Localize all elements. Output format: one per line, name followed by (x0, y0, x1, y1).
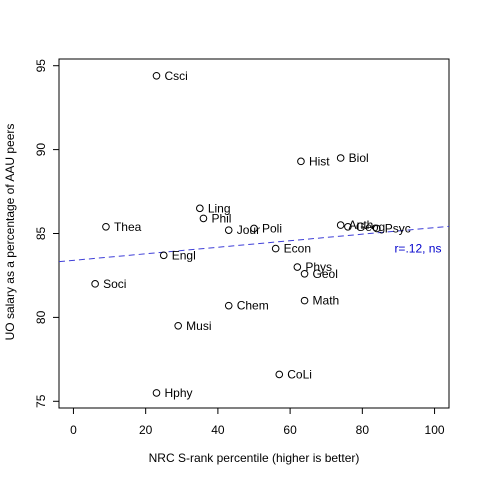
point-label: Hist (309, 154, 330, 168)
y-tick-label: 95 (34, 59, 48, 73)
point-label: Econ (284, 242, 311, 256)
trend-line-group (59, 225, 449, 263)
x-tick-label: 20 (139, 423, 153, 437)
point-label: Phys (305, 260, 332, 274)
data-point (271, 244, 280, 253)
point-label: Geol (313, 267, 338, 281)
data-point (293, 263, 302, 271)
x-tick-label: 60 (283, 423, 297, 437)
data-point (199, 214, 208, 223)
y-tick-label: 90 (34, 143, 48, 157)
point-label: Math (313, 294, 340, 308)
data-point (344, 222, 352, 231)
data-point (300, 269, 309, 278)
data-point (152, 389, 161, 397)
data-point (336, 154, 345, 162)
x-tick-label: 0 (70, 423, 77, 437)
data-point (275, 370, 284, 379)
point-label: Hphy (165, 386, 193, 400)
point-label: Poli (262, 221, 282, 235)
data-point (250, 224, 258, 233)
y-tick-label: 75 (34, 394, 48, 408)
point-label: Phil (211, 211, 231, 225)
y-axis-label: UO salary as a percentage of AAU peers (3, 124, 17, 341)
point-label: Jour (237, 223, 260, 237)
x-tick-label: 100 (425, 423, 445, 437)
point-label: Chem (237, 299, 269, 313)
point-label: Biol (349, 151, 369, 165)
point-label: Psyc (385, 221, 411, 235)
x-tick-label: 80 (356, 423, 370, 437)
y-tick-label: 80 (34, 310, 48, 324)
data-point (196, 204, 204, 213)
point-label: Soci (103, 277, 126, 291)
data-points (91, 71, 381, 397)
x-axis-label: NRC S-rank percentile (higher is better) (149, 451, 360, 465)
data-point (224, 226, 233, 234)
data-point (336, 221, 345, 229)
point-label: Musi (186, 319, 211, 333)
data-point (102, 222, 110, 231)
data-point (224, 301, 233, 310)
point-label: Engl (172, 248, 196, 262)
x-tick-label: 40 (211, 423, 225, 437)
data-point (159, 251, 168, 260)
point-label: Thea (114, 220, 142, 234)
y-tick-label: 85 (34, 227, 48, 241)
data-point (152, 71, 161, 80)
point-label: CoLi (287, 367, 312, 381)
correlation-annotation: r=.12, ns (394, 241, 441, 255)
data-point (372, 224, 381, 233)
point-label: Csci (165, 69, 188, 83)
y-axis: 75 80 85 90 95 (34, 59, 59, 408)
trend-line (59, 225, 449, 263)
data-point (300, 296, 309, 305)
point-label: Geog (356, 220, 385, 234)
data-point (174, 321, 182, 330)
data-point (297, 157, 305, 166)
x-axis: 0 20 40 60 80 100 (70, 408, 445, 437)
point-label: Anth (349, 218, 374, 232)
point-label: Ling (208, 201, 231, 215)
data-point (91, 280, 99, 288)
